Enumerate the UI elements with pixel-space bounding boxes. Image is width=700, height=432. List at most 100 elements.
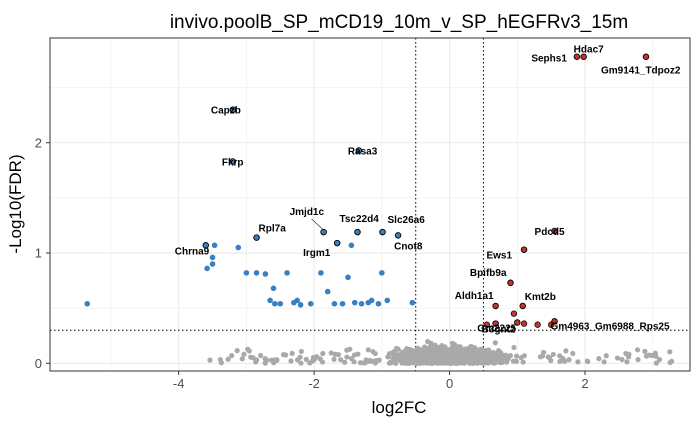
chart-title: invivo.poolB_SP_mCD19_10m_v_SP_hEGFRv3_1… bbox=[170, 12, 628, 33]
label-leader-line bbox=[311, 218, 324, 231]
nonsignificant-point bbox=[397, 357, 403, 363]
nonsignificant-point bbox=[456, 346, 462, 353]
nonsignificant-point bbox=[403, 358, 409, 364]
nonsignificant-point bbox=[320, 350, 326, 357]
labeled-point bbox=[394, 232, 402, 239]
data-points bbox=[84, 53, 675, 366]
enriched-point bbox=[520, 320, 528, 327]
depleted-point bbox=[375, 300, 382, 307]
nonsignificant-point bbox=[248, 354, 254, 360]
label-leader-lines bbox=[311, 218, 324, 231]
nonsignificant-point bbox=[406, 346, 413, 353]
labeled-point bbox=[229, 158, 237, 165]
depleted-point bbox=[348, 242, 355, 249]
nonsignificant-point bbox=[370, 358, 376, 364]
gene-labels: Hdac7 Sephs1 Gm9141_Tdpoz2 Pdcd5 Ews1 Bpifb9a… bbox=[175, 45, 681, 336]
depleted-point bbox=[267, 297, 273, 304]
nonsignificant-point bbox=[420, 353, 426, 359]
nonsignificant-point bbox=[518, 355, 524, 361]
depleted-point bbox=[379, 270, 385, 276]
nonsignificant-point bbox=[649, 352, 655, 359]
gene-label: Chrna9 bbox=[175, 246, 210, 257]
gene-label: Irgm1 bbox=[303, 248, 331, 259]
nonsignificant-point bbox=[361, 360, 367, 366]
nonsignificant-point bbox=[447, 351, 453, 357]
grid-lines bbox=[50, 38, 690, 371]
nonsignificant-point bbox=[258, 352, 264, 359]
nonsignificant-point bbox=[344, 347, 350, 353]
nonsignificant-point bbox=[446, 355, 452, 361]
nonsignificant-point bbox=[541, 349, 547, 356]
gene-label: Gm4963_Gm6988_Rps25 bbox=[551, 321, 670, 332]
nonsignificant-point bbox=[466, 357, 472, 363]
nonsignificant-point bbox=[314, 354, 320, 360]
nonsignificant-point bbox=[486, 348, 493, 355]
depleted-point bbox=[235, 244, 242, 251]
nonsignificant-point bbox=[570, 350, 576, 357]
nonsignificant-point bbox=[451, 349, 457, 355]
nonsignificant-point bbox=[357, 360, 363, 366]
enriched-point bbox=[510, 310, 518, 317]
depleted-point bbox=[270, 285, 277, 292]
nonsignificant-point bbox=[546, 355, 553, 361]
nonsignificant-point bbox=[635, 356, 641, 363]
depleted-point bbox=[384, 297, 391, 304]
labeled-point bbox=[519, 302, 526, 310]
nonsignificant-point bbox=[437, 359, 444, 365]
labeled-point bbox=[320, 228, 327, 236]
nonsignificant-point bbox=[601, 359, 607, 365]
labeled-point bbox=[573, 53, 581, 60]
gene-label: Aldh1a1 bbox=[455, 291, 494, 302]
labeled-point bbox=[229, 106, 237, 113]
nonsignificant-point bbox=[225, 356, 231, 362]
nonsignificant-point bbox=[643, 353, 650, 359]
nonsignificant-point bbox=[442, 359, 448, 365]
nonsignificant-point bbox=[502, 353, 508, 359]
x-tick-label: -2 bbox=[308, 376, 320, 391]
nonsignificant-point bbox=[494, 356, 500, 362]
labeled-point bbox=[355, 147, 363, 154]
nonsignificant-point bbox=[297, 354, 303, 360]
nonsignificant-point bbox=[596, 356, 602, 362]
x-axis-title: log2FC bbox=[372, 398, 427, 417]
gene-label: Sephs1 bbox=[531, 54, 567, 65]
nonsignificant-point bbox=[288, 358, 294, 364]
nonsignificant-point bbox=[262, 356, 268, 362]
nonsignificant-point bbox=[511, 344, 517, 351]
y-axis-title: -Log10(FDR) bbox=[6, 154, 25, 253]
nonsignificant-point bbox=[262, 360, 268, 366]
nonsignificant-point bbox=[421, 344, 428, 350]
labeled-point bbox=[202, 242, 210, 249]
depleted-point bbox=[209, 261, 216, 267]
gene-label: Capzb bbox=[211, 106, 241, 117]
gene-label: Cnot8 bbox=[394, 241, 423, 252]
nonsignificant-point bbox=[653, 353, 659, 359]
nonsignificant-point bbox=[510, 358, 517, 364]
gene-label: Bpifb9a bbox=[470, 268, 507, 279]
nonsignificant-point bbox=[475, 350, 481, 356]
nonsignificant-point bbox=[207, 357, 213, 363]
labeled-point bbox=[520, 246, 528, 253]
nonsignificant-point bbox=[483, 358, 489, 364]
nonsignificant-point bbox=[625, 354, 632, 360]
nonsignificant-point bbox=[429, 356, 435, 362]
nonsignificant-point bbox=[463, 350, 470, 356]
nonsignificant-point bbox=[411, 352, 417, 358]
nonsignificant-point bbox=[653, 360, 659, 366]
depleted-point bbox=[297, 302, 304, 308]
gene-label: Tsc22d4 bbox=[339, 214, 379, 225]
nonsignificant-point bbox=[585, 358, 591, 365]
x-tick-label: 0 bbox=[446, 376, 453, 391]
threshold-lines bbox=[50, 38, 690, 371]
y-tick-label: 2 bbox=[35, 135, 42, 150]
labeled-point bbox=[551, 318, 558, 325]
nonsignificant-point bbox=[428, 347, 434, 353]
depleted-point bbox=[277, 300, 284, 307]
labeled-point bbox=[551, 227, 558, 235]
gene-label: Rasa3 bbox=[348, 146, 378, 157]
nonsignificant-point bbox=[563, 348, 569, 354]
nonsignificant-point bbox=[619, 356, 625, 363]
depleted-point bbox=[262, 271, 269, 277]
y-tick-label: 0 bbox=[35, 356, 42, 371]
nonsignificant-point bbox=[642, 348, 648, 354]
